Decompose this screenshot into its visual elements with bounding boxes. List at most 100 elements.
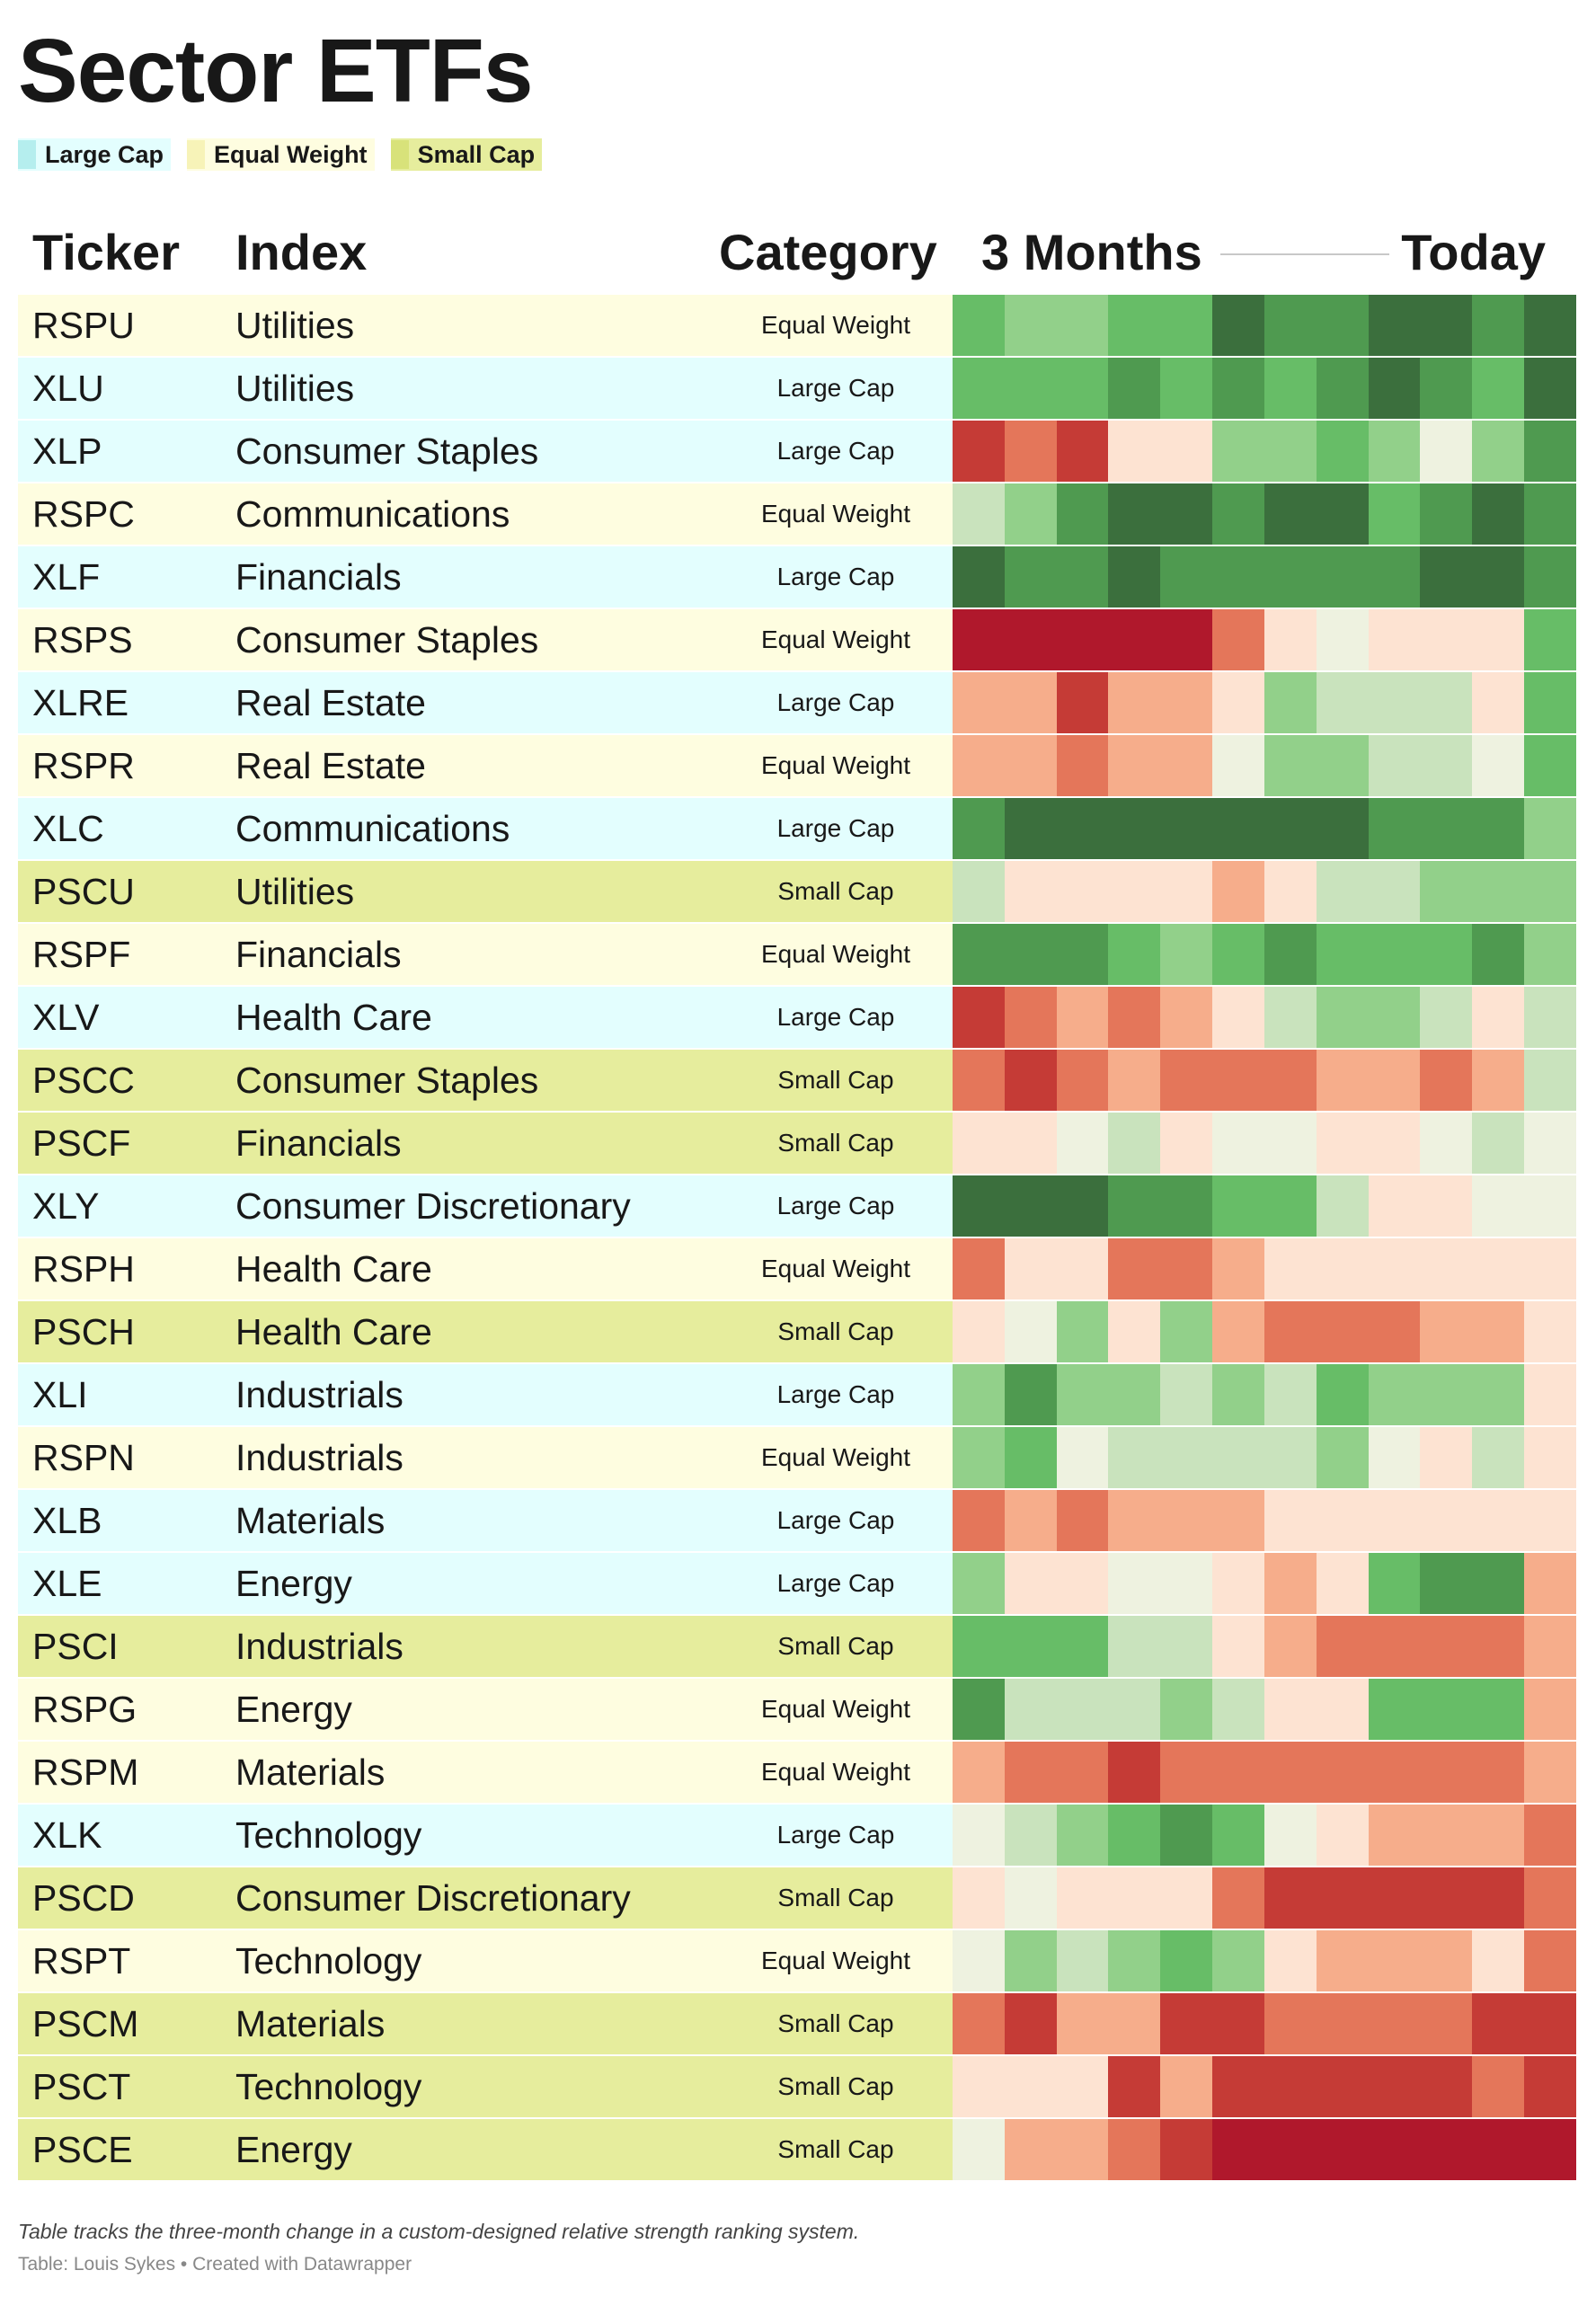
heatmap-cell <box>1108 1050 1161 1111</box>
heatmap-cell <box>1420 924 1473 985</box>
heatmap-cell <box>1524 1364 1576 1425</box>
heatmap-cell <box>1524 1175 1576 1237</box>
heatmap-cell <box>1420 1364 1473 1425</box>
category-cell: Small Cap <box>777 877 894 905</box>
heatmap-cell <box>1160 1993 1213 2054</box>
heatmap-cell <box>1108 1993 1161 2054</box>
heatmap-cell <box>1212 2056 1264 2117</box>
table-row: PSCH Health Care Small Cap <box>18 1301 1576 1364</box>
heatmap-cell <box>1420 421 1473 482</box>
heatmap-cell <box>1264 358 1317 419</box>
heatmap-cell <box>1160 483 1213 545</box>
heatmap-strip <box>953 1050 1576 1111</box>
heatmap-cell <box>1368 672 1421 733</box>
ticker-cell: XLC <box>32 808 104 849</box>
heatmap-cell <box>1316 1175 1369 1237</box>
heatmap-cell <box>1056 1113 1109 1174</box>
index-cell: Health Care <box>235 1311 432 1352</box>
heatmap-cell <box>1472 735 1525 796</box>
heatmap-cell <box>1004 1805 1057 1866</box>
legend-label: Large Cap <box>45 140 164 168</box>
heatmap-cell <box>1472 1553 1525 1614</box>
ticker-cell: RSPF <box>32 934 131 975</box>
heatmap-cell <box>1420 987 1473 1048</box>
table-row: RSPM Materials Equal Weight <box>18 1742 1576 1805</box>
heatmap-cell <box>1264 1113 1317 1174</box>
heatmap-cell <box>1108 735 1161 796</box>
heatmap-cell <box>1108 1490 1161 1551</box>
heatmap-cell <box>1056 1616 1109 1677</box>
heatmap-cell <box>1056 1301 1109 1362</box>
heatmap-cell <box>1420 1616 1473 1677</box>
heatmap-cell <box>1420 672 1473 733</box>
heatmap-cell <box>1264 1930 1317 1991</box>
heatmap-cell <box>953 987 1005 1048</box>
heatmap-cell <box>1004 546 1057 608</box>
heatmap-cell <box>1004 358 1057 419</box>
category-cell: Large Cap <box>776 814 895 842</box>
heatmap-cell <box>1472 1238 1525 1299</box>
heatmap-cell <box>1524 1679 1576 1740</box>
heatmap-cell <box>1316 1113 1369 1174</box>
heatmap-strip <box>953 1238 1576 1299</box>
heatmap-cell <box>1524 1113 1576 1174</box>
heatmap-cell <box>1420 1238 1473 1299</box>
heatmap-cell <box>1316 421 1369 482</box>
heatmap-strip <box>953 1867 1576 1929</box>
heatmap-cell <box>1160 1238 1213 1299</box>
heatmap-cell <box>1212 1930 1264 1991</box>
heatmap-cell <box>1524 1616 1576 1677</box>
heatmap-cell <box>1212 483 1264 545</box>
heatmap-cell <box>953 798 1005 859</box>
heatmap-cell <box>1108 2119 1161 2180</box>
heatmap-cell <box>1160 546 1213 608</box>
heatmap-cell <box>1524 1490 1576 1551</box>
heatmap-cell <box>1108 1930 1161 1991</box>
heatmap-cell <box>1316 1427 1369 1488</box>
table-row: RSPH Health Care Equal Weight <box>18 1238 1576 1301</box>
heatmap-cell <box>1472 609 1525 670</box>
heatmap-cell <box>1420 1113 1473 1174</box>
category-cell: Large Cap <box>776 1821 895 1849</box>
table-row: XLC Communications Large Cap <box>18 798 1576 861</box>
category-cell: Large Cap <box>776 563 895 590</box>
heatmap-cell <box>1056 483 1109 545</box>
heatmap-cell <box>1264 1050 1317 1111</box>
heatmap-cell <box>1212 1805 1264 1866</box>
heatmap-cell <box>953 1050 1005 1111</box>
heatmap-cell <box>1316 1805 1369 1866</box>
heatmap-cell <box>1004 798 1057 859</box>
heatmap-cell <box>1524 672 1576 733</box>
heatmap-strip <box>953 1742 1576 1803</box>
heatmap-cell <box>953 1364 1005 1425</box>
heatmap-cell <box>1524 295 1576 356</box>
heatmap-cell <box>1316 609 1369 670</box>
heatmap-cell <box>1056 987 1109 1048</box>
heatmap-cell <box>1472 2119 1525 2180</box>
heatmap-cell <box>1004 1301 1057 1362</box>
ticker-cell: XLU <box>32 368 104 409</box>
heatmap-cell <box>1420 2056 1473 2117</box>
heatmap-cell <box>1212 1364 1264 1425</box>
heatmap-cell <box>1472 421 1525 482</box>
heatmap-cell <box>1108 1364 1161 1425</box>
heatmap-cell <box>1004 2056 1057 2117</box>
heatmap-cell <box>953 1238 1005 1299</box>
heatmap-cell <box>1264 483 1317 545</box>
index-cell: Utilities <box>235 368 355 409</box>
heatmap-cell <box>1160 1930 1213 1991</box>
heatmap-cell <box>1056 1805 1109 1866</box>
heatmap-cell <box>1368 483 1421 545</box>
heatmap-cell <box>1472 1993 1525 2054</box>
table-row: RSPT Technology Equal Weight <box>18 1930 1576 1993</box>
heatmap-cell <box>1160 1616 1213 1677</box>
heatmap-cell <box>1368 1993 1421 2054</box>
heatmap-cell <box>1316 1301 1369 1362</box>
table-row: XLK Technology Large Cap <box>18 1805 1576 1867</box>
heatmap-cell <box>1368 861 1421 922</box>
index-cell: Technology <box>235 1814 422 1856</box>
heatmap-cell <box>1056 295 1109 356</box>
heatmap-strip <box>953 798 1576 859</box>
index-cell: Financials <box>235 934 402 975</box>
heatmap-cell <box>953 1490 1005 1551</box>
